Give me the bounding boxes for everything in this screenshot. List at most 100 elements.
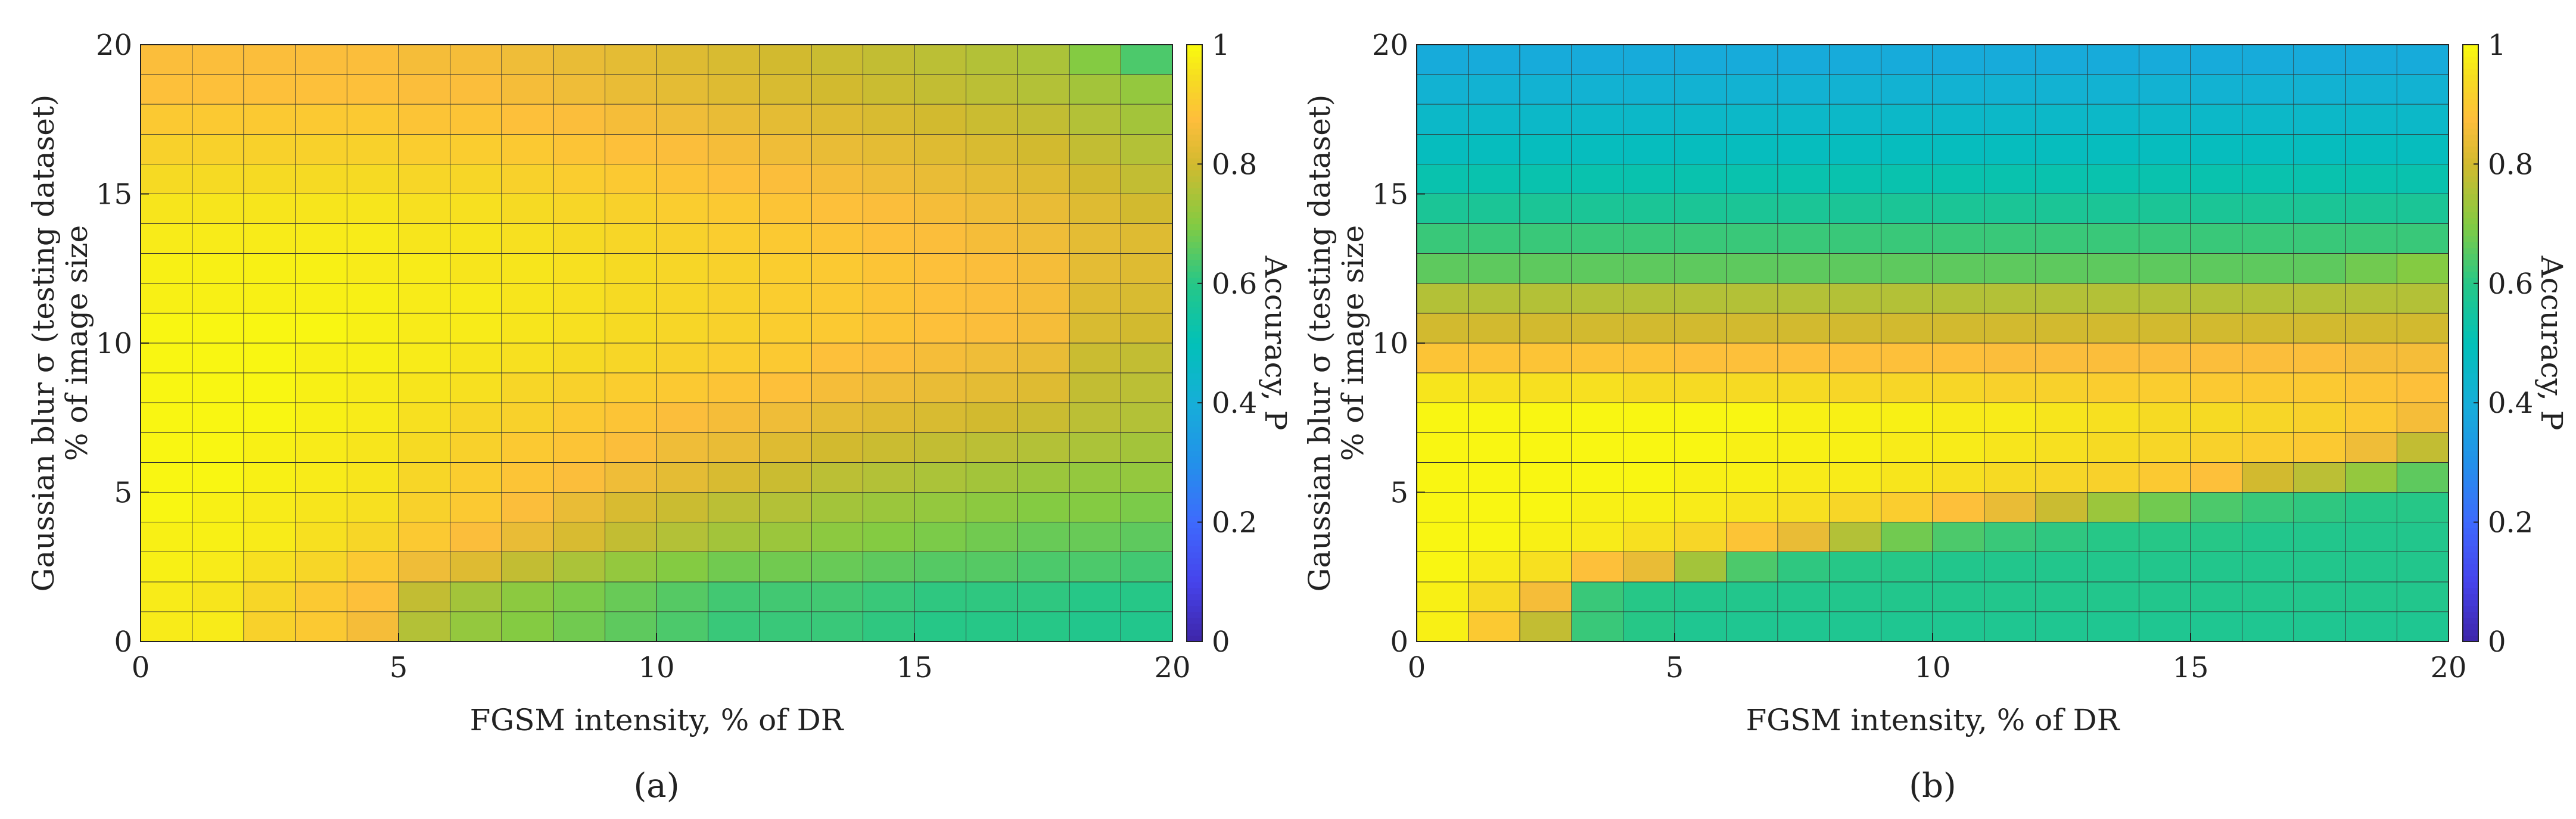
heatmap-cell: [346, 223, 399, 254]
heatmap-cell: [346, 44, 399, 75]
heatmap-cell: [1069, 44, 1121, 75]
heatmap-cell: [243, 74, 296, 105]
heatmap-cell: [2293, 432, 2346, 463]
heatmap-cell: [1571, 522, 1623, 553]
heatmap-cell: [1674, 432, 1727, 463]
colorbar-segment: [1187, 498, 1202, 505]
heatmap-cell: [2293, 283, 2346, 314]
heatmap-cell: [2087, 522, 2139, 553]
y-axis-label-a-line1: Gaussian blur σ (testing dataset): [26, 95, 61, 592]
heatmap-cell: [1416, 313, 1469, 344]
heatmap-cell: [1416, 133, 1469, 164]
heatmap-cell: [862, 313, 915, 344]
colorbar-tick-label: 0.2: [1212, 506, 1257, 540]
heatmap-cell: [295, 581, 347, 612]
heatmap-cell: [295, 552, 347, 583]
heatmap-cell: [1777, 313, 1830, 344]
y-axis-label-b-line2: % of image size: [1336, 225, 1370, 461]
heatmap-cell: [2087, 581, 2139, 612]
heatmap-cell: [708, 163, 760, 194]
heatmap-cell: [1519, 313, 1572, 344]
heatmap-cell: [759, 194, 812, 225]
heatmap-cell: [192, 342, 244, 373]
heatmap-cell: [656, 133, 709, 164]
heatmap-cell: [1622, 611, 1675, 642]
heatmap-cell: [1829, 522, 1881, 553]
heatmap-cell: [140, 253, 193, 284]
y-axis-label-a-line2: % of image size: [60, 225, 94, 461]
heatmap-cell: [140, 163, 193, 194]
heatmap-cell: [966, 104, 1018, 135]
heatmap-cell: [1622, 74, 1675, 105]
heatmap-cell: [1984, 74, 2036, 105]
heatmap-cell: [295, 283, 347, 314]
colorbar-segment: [1187, 337, 1202, 344]
heatmap-cell: [914, 104, 967, 135]
heatmap-cell: [1519, 104, 1572, 135]
colorbar-segment: [1187, 397, 1202, 403]
colorbar-segment: [2463, 188, 2478, 195]
heatmap-cell: [1519, 492, 1572, 523]
heatmap-cell: [140, 581, 193, 612]
heatmap-cell: [450, 492, 502, 523]
heatmap-cell: [1984, 104, 2036, 135]
heatmap-cell: [1674, 342, 1727, 373]
heatmap-cell: [1829, 163, 1881, 194]
heatmap-cell: [1571, 163, 1623, 194]
heatmap-cell: [243, 552, 296, 583]
heatmap-cell: [1880, 492, 1933, 523]
heatmap-cell: [811, 104, 863, 135]
heatmap-cell: [243, 462, 296, 493]
heatmap-cell: [1069, 372, 1121, 403]
colorbar-segment: [1187, 534, 1202, 541]
heatmap-cell: [966, 313, 1018, 344]
colorbar-segment: [1187, 468, 1202, 475]
heatmap-cell: [708, 283, 760, 314]
heatmap-cell: [450, 462, 502, 493]
colorbar-segment: [1187, 319, 1202, 326]
x-tick-label: 5: [1666, 651, 1684, 684]
heatmap-cell: [2293, 462, 2346, 493]
heatmap-cell: [501, 74, 554, 105]
colorbar-segment: [1187, 164, 1202, 171]
heatmap-cell: [2190, 552, 2243, 583]
heatmap-cell: [295, 342, 347, 373]
heatmap-cell: [1777, 581, 1830, 612]
heatmap-cell: [604, 462, 657, 493]
colorbar-segment: [2463, 373, 2478, 379]
heatmap-cell: [2396, 372, 2449, 403]
heatmap-cell: [708, 253, 760, 284]
heatmap-cell: [450, 253, 502, 284]
colorbar-segment: [2463, 158, 2478, 164]
heatmap-cell: [2190, 253, 2243, 284]
heatmap-cell: [811, 372, 863, 403]
colorbar-segment: [1187, 134, 1202, 141]
heatmap-cell: [759, 581, 812, 612]
x-tick-label: 10: [1914, 651, 1950, 684]
heatmap-cell: [2396, 342, 2449, 373]
heatmap-cell: [553, 372, 605, 403]
heatmap-cell: [1519, 223, 1572, 254]
colorbar-tick-label: 0: [1212, 625, 1230, 659]
heatmap-cell: [2242, 581, 2294, 612]
heatmap-cell: [346, 432, 399, 463]
heatmap-cell: [1932, 342, 1985, 373]
heatmap-cell: [2190, 283, 2243, 314]
colorbar-label-a: Accuracy, P: [1258, 255, 1293, 430]
heatmap-cell: [398, 44, 451, 75]
y-tick-label: 10: [96, 327, 132, 360]
heatmap-cell: [1829, 283, 1881, 314]
colorbar-segment: [1187, 528, 1202, 535]
colorbar-segment: [1187, 355, 1202, 362]
colorbar-segment: [2463, 349, 2478, 356]
heatmap-cell: [1519, 74, 1572, 105]
colorbar-segment: [1187, 325, 1202, 332]
heatmap-cell: [2190, 372, 2243, 403]
heatmap-cell: [1674, 253, 1727, 284]
heatmap-cell: [1726, 133, 1778, 164]
x-tick-label: 0: [132, 651, 150, 684]
heatmap-cell: [1880, 522, 1933, 553]
heatmap-cell: [656, 283, 709, 314]
colorbar-segment: [2463, 235, 2478, 242]
heatmap-cell: [759, 372, 812, 403]
